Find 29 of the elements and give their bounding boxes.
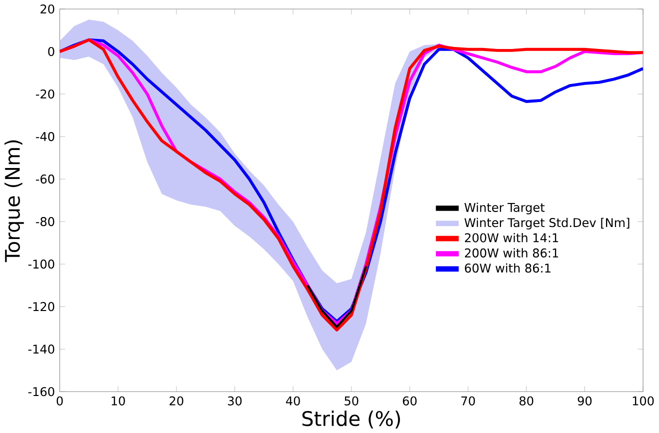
x-tick-label: 30 (228, 396, 242, 406)
x-tick-label: 20 (170, 396, 184, 406)
y-tick-label: -160 (28, 387, 54, 396)
x-tick-label: 90 (578, 396, 592, 406)
legend-label: 60W with 86:1 (464, 263, 550, 273)
x-tick-label: 40 (286, 396, 300, 406)
x-tick-label: 70 (461, 396, 475, 406)
y-tick-label: -20 (36, 89, 54, 99)
y-tick-label: -100 (28, 260, 54, 269)
y-tick-label: -40 (36, 132, 54, 142)
y-tick-label: -80 (36, 217, 54, 226)
x-axis-title: Stride (%) (302, 410, 400, 429)
y-tick-label: -120 (28, 302, 54, 312)
x-tick-label: 80 (520, 396, 534, 406)
x-tick-label: 60 (402, 396, 417, 406)
x-tick-label: 0 (56, 396, 63, 406)
x-tick-label: 50 (344, 396, 358, 406)
annotation: Winter Target Std.Dev [Nm] (464, 218, 630, 230)
legend-label: 200W with 86:1 (464, 248, 558, 258)
x-tick-label: 10 (112, 396, 125, 406)
x-tick-label: 100 (632, 396, 654, 406)
legend-label: 200W with 14:1 (464, 233, 558, 242)
line-series (306, 265, 368, 328)
y-axis-title: Torque (Nm) (4, 140, 24, 262)
y-tick-label: -140 (28, 344, 54, 354)
y-tick-label: 20 (40, 4, 54, 14)
legend-label: Winter Target (464, 202, 545, 214)
y-tick-label: -60 (36, 174, 54, 184)
y-tick-label: 0 (48, 46, 54, 56)
